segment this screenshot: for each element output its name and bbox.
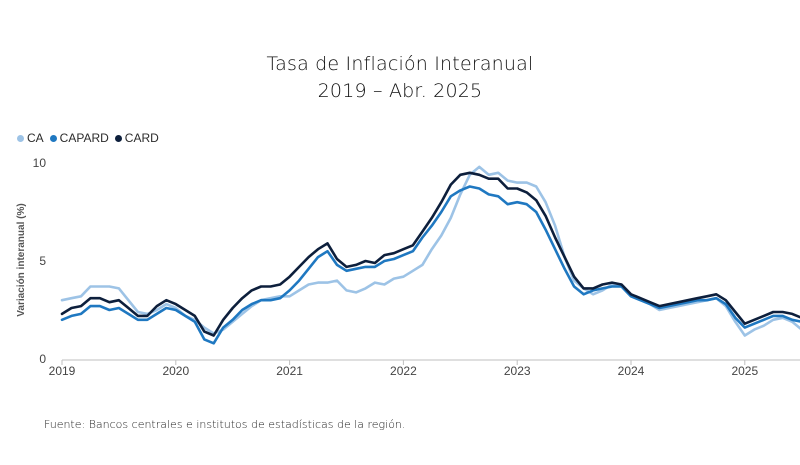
y-tick-label: 10: [33, 156, 47, 170]
series-line-card: [62, 173, 800, 336]
y-tick-label: 5: [39, 254, 46, 268]
x-tick-label: 2021: [276, 364, 303, 378]
x-tick-label: 2025: [731, 364, 758, 378]
series-line-capard: [62, 187, 800, 344]
y-axis-title: Variación interanual (%): [16, 203, 27, 316]
x-tick-label: 2020: [162, 364, 189, 378]
x-tick-label: 2019: [49, 364, 76, 378]
line-chart: 0 5 10 Variación interanual (%) 2019 2020 2021…: [0, 0, 800, 465]
x-tick-label: 2024: [618, 364, 645, 378]
x-tick-label: 2023: [504, 364, 531, 378]
source-note: Fuente: Bancos centrales e institutos de…: [44, 418, 405, 431]
y-tick-label: 0: [39, 352, 46, 366]
x-tick-label: 2022: [390, 364, 417, 378]
